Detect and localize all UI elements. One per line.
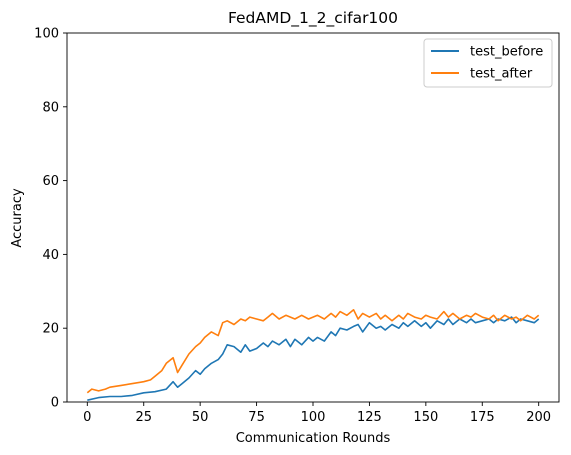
plot-frame xyxy=(66,32,560,403)
y-axis: 0 20 40 60 80 100 xyxy=(34,27,67,411)
y-tick-label: 60 xyxy=(42,174,59,189)
legend-label-test_after: test_after xyxy=(470,67,533,82)
x-tick-label: 25 xyxy=(135,410,152,425)
legend: test_before test_after xyxy=(423,38,553,88)
chart-title: FedAMD_1_2_cifar100 xyxy=(228,9,398,28)
series-line-test_before xyxy=(87,316,540,401)
x-tick-label: 175 xyxy=(470,410,495,425)
y-axis-label: Accuracy xyxy=(10,188,25,248)
x-tick-label: 125 xyxy=(357,410,382,425)
plot-area xyxy=(66,32,560,403)
y-tick-label: 100 xyxy=(34,27,59,42)
x-tick-label: 0 xyxy=(83,410,91,425)
x-tick-label: 75 xyxy=(248,410,265,425)
legend-label-test_before: test_before xyxy=(470,45,543,60)
y-tick-label: 20 xyxy=(42,322,59,337)
series-line-test_after xyxy=(86,308,540,394)
x-tick-label: 100 xyxy=(301,410,326,425)
y-tick-label: 40 xyxy=(42,248,59,263)
y-tick-label: 0 xyxy=(51,396,59,411)
x-axis: 0 25 50 75 100 125 150 175 200 xyxy=(83,402,551,425)
x-tick-label: 200 xyxy=(526,410,551,425)
x-tick-label: 50 xyxy=(192,410,209,425)
y-tick-label: 80 xyxy=(42,100,59,115)
x-axis-label: Communication Rounds xyxy=(236,431,391,446)
x-tick-label: 150 xyxy=(413,410,438,425)
